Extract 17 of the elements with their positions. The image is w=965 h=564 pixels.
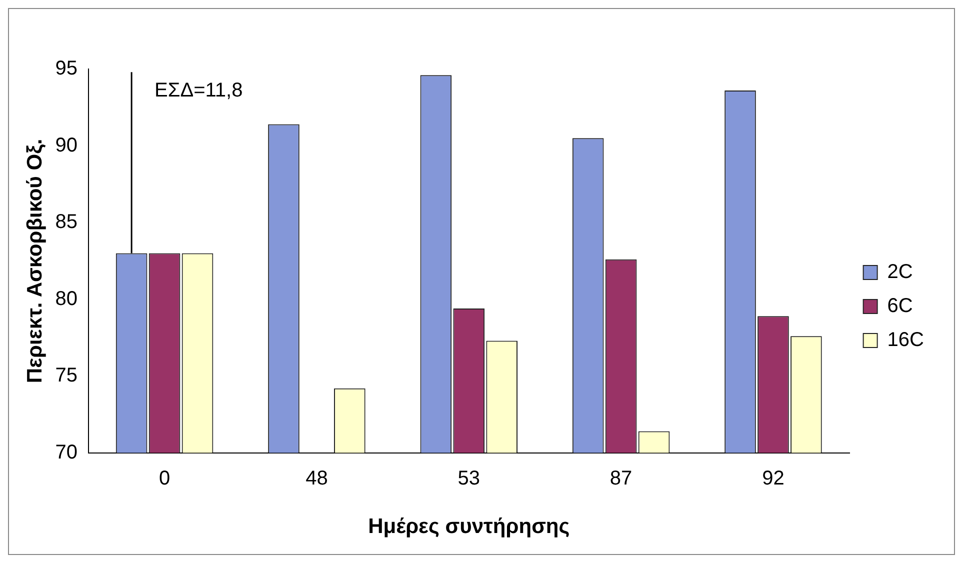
y-axis-title: Περιεκτ. Ασκορβικού Οξ.: [23, 138, 46, 384]
legend-label: 2C: [887, 261, 913, 284]
annotation: ΕΣΔ=11,8: [154, 80, 243, 102]
x-tick-label: 0: [158, 467, 170, 490]
x-tick-label: 87: [610, 467, 632, 490]
legend-label: 6C: [887, 295, 913, 318]
x-axis-title: Ημέρες συντήρησης: [368, 515, 570, 538]
legend-label: 16C: [887, 329, 924, 352]
y-tick-label: 95: [55, 58, 78, 80]
y-tick-label: 85: [55, 211, 78, 234]
y-tick-label: 75: [55, 364, 78, 387]
y-tick-label: 70: [55, 441, 78, 464]
x-tick-label: 48: [306, 467, 328, 490]
y-tick-label: 80: [55, 288, 78, 310]
x-tick-label: 92: [762, 467, 784, 490]
y-tick-label: 90: [55, 134, 78, 156]
x-tick-label: 53: [458, 467, 480, 490]
